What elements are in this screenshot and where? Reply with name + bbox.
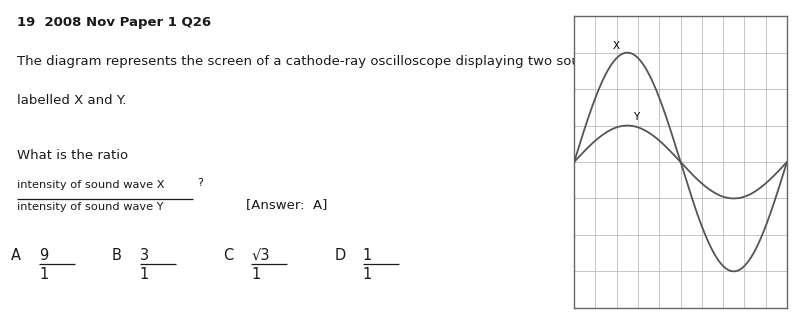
Text: 1: 1 <box>251 267 260 282</box>
Text: intensity of sound wave Y: intensity of sound wave Y <box>17 202 163 213</box>
Text: 1: 1 <box>363 267 371 282</box>
Text: A: A <box>11 248 21 263</box>
Text: The diagram represents the screen of a cathode-ray oscilloscope displaying two s: The diagram represents the screen of a c… <box>17 55 642 68</box>
Text: 9: 9 <box>39 248 48 263</box>
Text: X: X <box>613 41 619 51</box>
Text: What is the ratio: What is the ratio <box>17 149 128 162</box>
Text: 19  2008 Nov Paper 1 Q26: 19 2008 Nov Paper 1 Q26 <box>17 16 211 29</box>
Text: D: D <box>334 248 346 263</box>
Text: 1: 1 <box>363 248 371 263</box>
Text: [Answer:  A]: [Answer: A] <box>245 198 326 211</box>
Text: labelled X and Y.: labelled X and Y. <box>17 94 126 107</box>
Text: C: C <box>223 248 233 263</box>
Text: intensity of sound wave X: intensity of sound wave X <box>17 180 164 190</box>
Text: Y: Y <box>632 112 638 122</box>
Text: B: B <box>111 248 121 263</box>
Text: 1: 1 <box>140 267 148 282</box>
Text: 3: 3 <box>140 248 148 263</box>
Text: √3: √3 <box>251 248 269 263</box>
Text: 1: 1 <box>39 267 48 282</box>
Text: ?: ? <box>196 178 203 188</box>
